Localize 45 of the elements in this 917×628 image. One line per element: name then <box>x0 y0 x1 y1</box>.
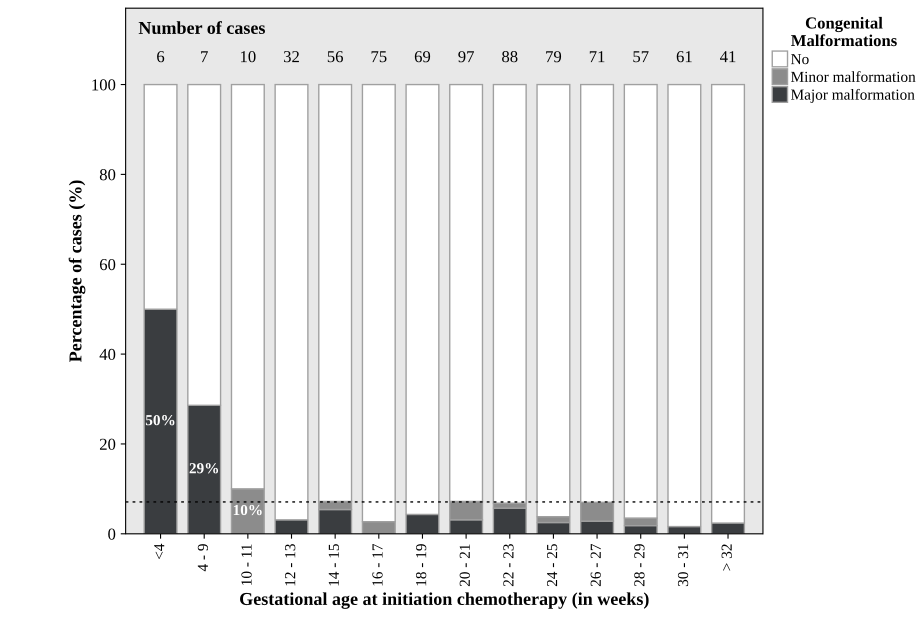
legend-label: No <box>791 54 809 64</box>
y-tick-label: 20 <box>100 438 116 450</box>
x-tick-label: 4 - 9 <box>198 544 208 572</box>
x-tick-label: 22 - 23 <box>503 544 514 586</box>
y-tick-label: 40 <box>100 348 116 360</box>
annotation: 57 <box>633 51 649 62</box>
x-tick-label: 14 - 15 <box>328 544 339 586</box>
y-axis-title: Percentage of cases (%) <box>68 180 86 362</box>
x-tick-label: 28 - 29 <box>634 544 645 586</box>
data-label: 50% <box>146 415 174 426</box>
x-tick-label: 30 - 31 <box>678 544 688 586</box>
annotation: 41 <box>720 51 736 62</box>
x-tick-label: > 32 <box>722 544 732 570</box>
annotation: 61 <box>676 51 692 62</box>
x-tick-label: <4 <box>154 544 164 560</box>
legend-label: Major malformation <box>791 88 915 103</box>
annotation: 10 <box>240 51 256 62</box>
y-tick-label: 80 <box>100 169 116 180</box>
bar <box>492 507 527 534</box>
annotation: Number of cases <box>138 21 265 34</box>
y-tick-label: 100 <box>92 79 116 90</box>
annotation: 88 <box>502 51 518 62</box>
legend-title: Congenital Malformations <box>791 16 897 46</box>
data-label: 10% <box>234 504 262 516</box>
data-label: 29% <box>190 463 218 474</box>
annotation: 56 <box>328 51 343 62</box>
annotation: 71 <box>590 51 604 62</box>
annotation: 97 <box>458 51 474 62</box>
annotation: 69 <box>414 51 430 62</box>
annotation: 6 <box>157 51 164 62</box>
x-tick-label: 24 - 25 <box>546 544 558 586</box>
legend-label: Minor malformation <box>791 71 916 82</box>
x-axis-title: Gestational age at initiation chemotherapy (in weeks) <box>240 592 649 609</box>
annotation: 7 <box>201 51 208 62</box>
x-tick-label: 26 - 27 <box>590 544 601 586</box>
annotation: 32 <box>284 51 299 62</box>
x-tick-label: 12 - 13 <box>285 544 296 586</box>
x-tick-label: 20 - 21 <box>460 544 470 586</box>
x-tick-label: 16 - 17 <box>372 544 383 586</box>
y-tick-label: 60 <box>100 258 116 270</box>
annotation: 75 <box>372 51 386 62</box>
annotation: 79 <box>546 51 562 62</box>
x-tick-label: 18 - 19 <box>416 544 426 586</box>
x-tick-label: 10 - 11 <box>241 544 252 585</box>
y-tick-label: 0 <box>108 528 116 540</box>
